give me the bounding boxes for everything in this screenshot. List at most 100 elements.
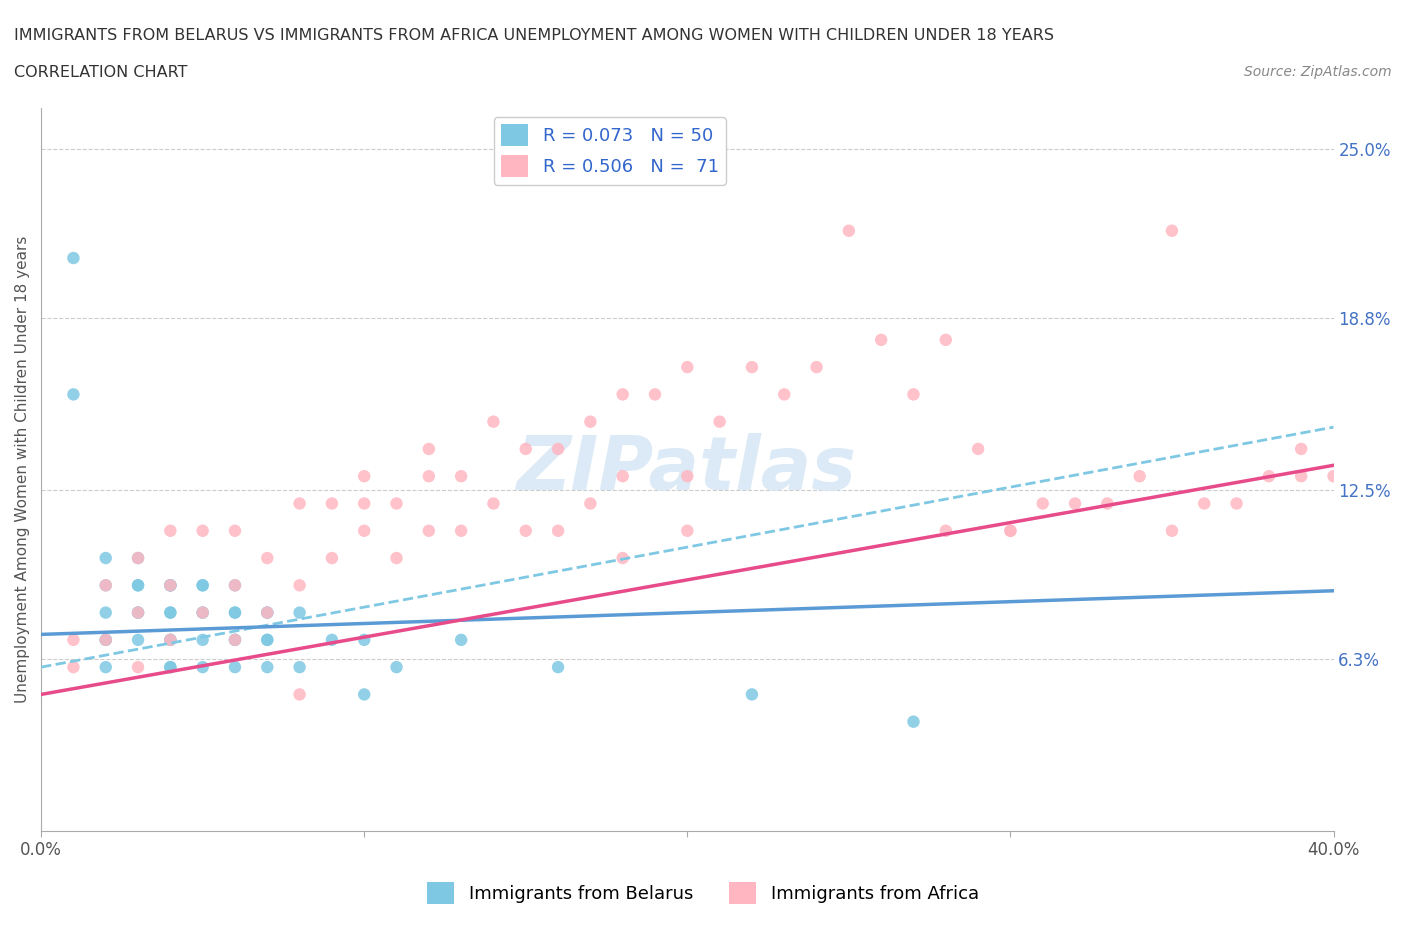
Point <box>1322 469 1344 484</box>
Point <box>127 659 149 674</box>
Point <box>224 632 246 647</box>
Point <box>967 442 990 457</box>
Point <box>579 414 602 429</box>
Point <box>321 551 343 565</box>
Point <box>256 632 278 647</box>
Point <box>256 551 278 565</box>
Point <box>353 687 375 702</box>
Point <box>256 605 278 620</box>
Point <box>191 659 214 674</box>
Point <box>321 496 343 511</box>
Point <box>385 659 408 674</box>
Point <box>224 659 246 674</box>
Point <box>515 524 537 538</box>
Legend: R = 0.073   N = 50, R = 0.506   N =  71: R = 0.073 N = 50, R = 0.506 N = 71 <box>494 117 725 184</box>
Legend: Immigrants from Belarus, Immigrants from Africa: Immigrants from Belarus, Immigrants from… <box>420 875 986 911</box>
Point <box>191 578 214 592</box>
Point <box>256 605 278 620</box>
Point <box>1194 496 1216 511</box>
Point <box>418 442 440 457</box>
Point <box>547 659 569 674</box>
Point <box>579 496 602 511</box>
Point <box>288 659 311 674</box>
Point <box>62 250 84 265</box>
Point <box>159 632 181 647</box>
Point <box>224 632 246 647</box>
Point <box>62 659 84 674</box>
Point <box>159 659 181 674</box>
Point <box>547 524 569 538</box>
Point <box>353 524 375 538</box>
Point <box>127 578 149 592</box>
Point <box>676 360 699 375</box>
Point <box>450 632 472 647</box>
Point <box>224 605 246 620</box>
Point <box>288 687 311 702</box>
Point <box>612 387 634 402</box>
Point <box>127 605 149 620</box>
Point <box>224 605 246 620</box>
Point <box>450 524 472 538</box>
Point <box>159 659 181 674</box>
Point <box>1000 524 1022 538</box>
Point <box>191 632 214 647</box>
Point <box>741 687 763 702</box>
Point <box>644 387 666 402</box>
Point <box>1129 469 1152 484</box>
Point <box>159 578 181 592</box>
Point <box>127 605 149 620</box>
Point <box>1064 496 1087 511</box>
Point <box>127 551 149 565</box>
Point <box>547 442 569 457</box>
Point <box>1226 496 1249 511</box>
Point <box>903 387 925 402</box>
Point <box>256 659 278 674</box>
Point <box>159 578 181 592</box>
Point <box>127 632 149 647</box>
Point <box>1289 469 1312 484</box>
Point <box>1161 223 1184 238</box>
Point <box>94 578 117 592</box>
Point <box>159 632 181 647</box>
Point <box>676 524 699 538</box>
Point <box>159 605 181 620</box>
Point <box>709 414 731 429</box>
Point <box>224 578 246 592</box>
Point <box>94 578 117 592</box>
Point <box>612 551 634 565</box>
Text: Source: ZipAtlas.com: Source: ZipAtlas.com <box>1244 65 1392 79</box>
Point <box>94 632 117 647</box>
Point <box>224 632 246 647</box>
Point <box>94 632 117 647</box>
Point <box>450 469 472 484</box>
Point <box>94 632 117 647</box>
Point <box>159 578 181 592</box>
Point <box>191 605 214 620</box>
Point <box>159 605 181 620</box>
Text: IMMIGRANTS FROM BELARUS VS IMMIGRANTS FROM AFRICA UNEMPLOYMENT AMONG WOMEN WITH : IMMIGRANTS FROM BELARUS VS IMMIGRANTS FR… <box>14 28 1054 43</box>
Point <box>321 632 343 647</box>
Point <box>256 605 278 620</box>
Point <box>224 578 246 592</box>
Point <box>935 332 957 347</box>
Point <box>191 524 214 538</box>
Point <box>385 551 408 565</box>
Point <box>127 551 149 565</box>
Point <box>741 360 763 375</box>
Point <box>62 632 84 647</box>
Point <box>353 496 375 511</box>
Point <box>1032 496 1054 511</box>
Point <box>870 332 893 347</box>
Point <box>482 414 505 429</box>
Point <box>1000 524 1022 538</box>
Point <box>482 496 505 511</box>
Point <box>353 469 375 484</box>
Point <box>385 496 408 511</box>
Point <box>903 714 925 729</box>
Point <box>94 659 117 674</box>
Y-axis label: Unemployment Among Women with Children Under 18 years: Unemployment Among Women with Children U… <box>15 235 30 703</box>
Point <box>676 469 699 484</box>
Point <box>806 360 828 375</box>
Point <box>62 387 84 402</box>
Point <box>353 632 375 647</box>
